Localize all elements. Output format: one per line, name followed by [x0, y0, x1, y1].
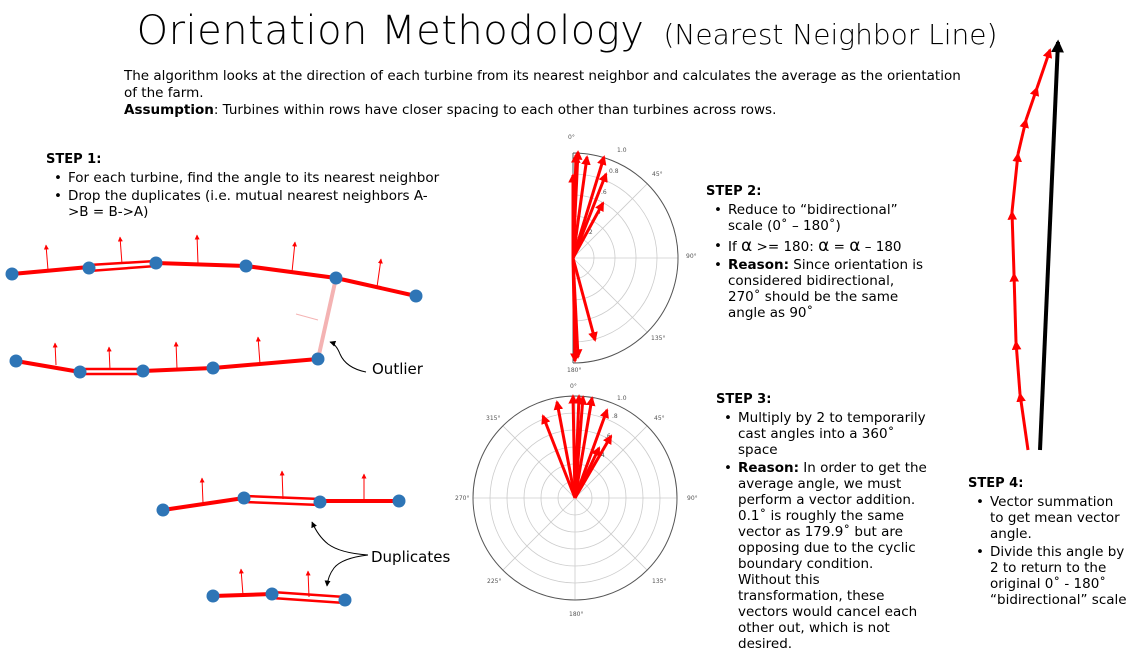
vector-arrow: [571, 172, 608, 259]
polar-half-radial-label: 0.8: [609, 168, 619, 175]
turbine-dot: [82, 261, 96, 275]
step2-text: STEP 2: Reduce to “bidirectional” scale …: [706, 184, 926, 323]
vector-arrow: [573, 396, 596, 499]
turbine-dot: [338, 593, 352, 607]
diagram-canvas: 0° 45° 90° 135° 180° 1.0 0.8 .6 .4 .2: [5, 39, 1064, 618]
vector-arrow: [541, 414, 577, 499]
polar-full-radial-label: .8: [612, 413, 618, 420]
turbine-row-2: [9, 336, 325, 379]
duplicates-row-b: [206, 568, 352, 607]
step1-bullet: For each turbine, find the angle to its …: [54, 170, 441, 186]
polar-full-angle-label: 135°: [652, 578, 666, 585]
vector-arrow: [571, 257, 598, 342]
step1-text: STEP 1: For each turbine, find the angle…: [46, 152, 441, 222]
polar-half-angle-label: 45°: [652, 171, 663, 178]
turbine-dot: [206, 589, 220, 603]
duplicates-callout: [311, 521, 369, 587]
assumption-label: Assumption: [124, 102, 214, 118]
polar-full-angle-label: 225°: [487, 578, 501, 585]
polar-half-angle-label: 180°: [567, 367, 581, 374]
step2-bullet: If α >= 180: α = α – 180: [714, 238, 926, 256]
turbine-dot: [313, 495, 327, 509]
turbine-dot: [265, 587, 279, 601]
step2-bullet: Reason: Since orientation is considered …: [714, 257, 926, 321]
vector-arrow: [571, 155, 591, 259]
step1-heading: STEP 1:: [46, 152, 102, 167]
outlier-callout-arrow: [329, 340, 367, 373]
turbine-dot: [392, 494, 406, 508]
step4-bullet: Vector summation to get mean vector angl…: [976, 494, 1128, 542]
polar-full-angle-label: 270°: [455, 495, 469, 502]
step3-text: STEP 3: Multiply by 2 to temporarily cas…: [716, 392, 928, 654]
step1-bullet: Drop the duplicates (i.e. mutual nearest…: [54, 188, 441, 220]
turbine-dot: [136, 364, 150, 378]
polar-full-angle-label: 90°: [687, 495, 698, 502]
step3-bullet: Reason: In order to get the average angl…: [724, 460, 928, 652]
intro-line: The algorithm looks at the direction of …: [124, 68, 961, 101]
turbine-dot: [237, 491, 251, 505]
polar-full-plot: 0° 45° 90° 135° 180° 225° 270° 315° 1.0 …: [455, 383, 698, 618]
polar-full-radial-label: .4: [599, 452, 605, 459]
vector-arrow: [553, 400, 577, 499]
polar-full-radial-label: 1.0: [617, 395, 627, 402]
page-title: Orientation Methodology (Nearest Neighbo…: [0, 8, 1134, 54]
assumption-text: : Turbines within rows have closer spaci…: [213, 102, 777, 118]
turbine-dot: [409, 289, 423, 303]
step3-bullet: Multiply by 2 to temporarily cast angles…: [724, 410, 928, 458]
turbine-row-1: [5, 234, 423, 360]
polar-full-angle-label: 0°: [570, 383, 577, 390]
assumption-line: Assumption: Turbines within rows have cl…: [124, 102, 964, 119]
step4-bullet: Divide this angle by 2 to return to the …: [976, 544, 1128, 608]
polar-half-angle-label: 0°: [568, 134, 575, 141]
title-main: Orientation Methodology: [136, 8, 645, 54]
mean-vector-arrow: [1038, 39, 1064, 451]
polar-full-angle-label: 315°: [486, 415, 500, 422]
step4-text: STEP 4: Vector summation to get mean vec…: [968, 476, 1128, 610]
vector-summation-chain: [1007, 48, 1053, 451]
intro-text: The algorithm looks at the direction of …: [124, 68, 964, 119]
vector-arrow: [573, 395, 588, 499]
turbine-dot: [206, 361, 220, 375]
vector-arrow: [571, 201, 605, 259]
turbine-dot: [5, 267, 19, 281]
step3-heading: STEP 3:: [716, 392, 772, 407]
polar-half-plot: 0° 45° 90° 135° 180° 1.0 0.8 .6 .4 .2: [567, 134, 697, 374]
polar-half-radial-label: 1.0: [617, 147, 627, 154]
turbine-dot: [149, 256, 163, 270]
turbine-dot: [73, 365, 87, 379]
polar-half-angle-label: 90°: [686, 253, 697, 260]
turbine-dot: [311, 352, 325, 366]
step4-heading: STEP 4:: [968, 476, 1024, 491]
title-subtitle: (Nearest Neighbor Line): [663, 18, 998, 51]
polar-half-radial-label: .2: [587, 229, 593, 236]
vector-arrow: [573, 408, 609, 499]
polar-half-radial-label: .6: [601, 189, 607, 196]
step2-bullet: Reduce to “bidirectional” scale (0˚ – 18…: [714, 202, 926, 234]
vector-arrow: [571, 257, 583, 359]
step2-heading: STEP 2:: [706, 184, 762, 199]
turbine-dot: [156, 503, 170, 517]
polar-full-angle-label: 45°: [654, 415, 665, 422]
vector-arrow: [573, 446, 601, 499]
turbine-dot: [239, 259, 253, 273]
duplicates-label: Duplicates: [371, 548, 451, 566]
polar-half-angle-label: 135°: [651, 335, 665, 342]
outlier-label: Outlier: [372, 360, 423, 378]
turbine-dot: [329, 271, 343, 285]
polar-full-angle-label: 180°: [569, 611, 583, 618]
turbine-dot: [9, 354, 23, 368]
duplicates-row-a: [156, 470, 406, 517]
